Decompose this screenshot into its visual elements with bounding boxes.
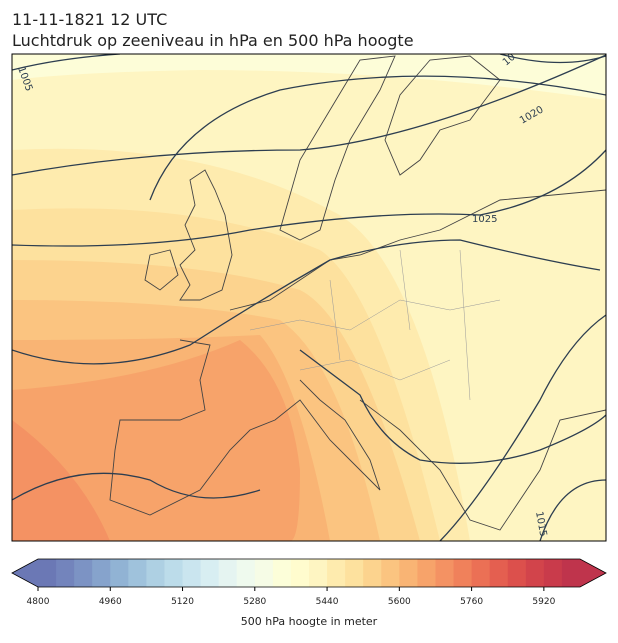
isobar-label: 1025 <box>472 214 497 225</box>
colorbar-segment <box>164 559 184 587</box>
coastline <box>109 339 381 516</box>
map <box>12 54 606 541</box>
coastline <box>359 399 606 531</box>
isobar <box>149 75 606 201</box>
colorbar-segment <box>543 559 563 587</box>
colorbar-segment <box>561 559 581 587</box>
isobar-label: 1015 <box>533 511 548 538</box>
colorbar-segment <box>327 559 346 587</box>
colorbar-tick-label: 5440 <box>316 597 339 607</box>
colorbar-segment <box>92 559 111 587</box>
isobar <box>439 314 606 541</box>
colorbar-segment <box>435 559 455 587</box>
coastline <box>279 55 396 241</box>
colorbar-tick-label: 5280 <box>243 597 266 607</box>
subtitle: Luchtdruk op zeeniveau in hPa en 500 hPa… <box>12 31 414 50</box>
colorbar-segment <box>236 559 256 587</box>
colorbar-segment <box>200 559 220 587</box>
colorbar-segment <box>525 559 545 587</box>
colorbar-segment <box>110 559 129 587</box>
colorbar-segment <box>218 559 238 587</box>
colorbar-segment <box>128 559 147 587</box>
colorbar-extend-low <box>12 559 38 587</box>
colorbar-segment <box>146 559 165 587</box>
colorbar-segment <box>489 559 509 587</box>
colorbar-label: 500 hPa hoogte in meter <box>241 615 378 628</box>
isobar <box>499 54 606 64</box>
isobar <box>12 472 261 501</box>
colorbar-segment <box>417 559 436 587</box>
title: 11-11-1821 12 UTC <box>12 10 167 29</box>
colorbar-segment <box>453 559 473 587</box>
colorbar-segment <box>345 559 364 587</box>
colorbar-segment <box>74 559 93 587</box>
colorbar-tick-label: 5120 <box>171 597 194 607</box>
colorbar-tick-label: 5600 <box>388 597 411 607</box>
colorbar-segment <box>309 559 328 587</box>
colorbar-segment <box>56 559 75 587</box>
map-frame <box>11 53 607 542</box>
colorbar-tick-label: 5760 <box>460 597 483 607</box>
band <box>12 420 110 541</box>
isobar <box>12 54 121 71</box>
isobar <box>539 479 606 541</box>
isobar <box>299 349 606 464</box>
colorbar-segment <box>38 559 57 587</box>
colorbar-segment <box>399 559 418 587</box>
colorbar-segment <box>363 559 382 587</box>
coastline <box>384 55 501 176</box>
colorbar-tick-label: 4800 <box>27 597 50 607</box>
isobar <box>12 149 606 247</box>
coastline <box>179 169 233 301</box>
colorbar-segment <box>507 559 527 587</box>
colorbar-segment <box>381 559 400 587</box>
isobar <box>12 54 606 176</box>
band <box>12 340 300 541</box>
colorbar-tick-label: 5920 <box>532 597 555 607</box>
colorbar-segment <box>290 559 310 587</box>
colorbar-segment <box>182 559 202 587</box>
colorbar: 4800 4960 5120 5280 5440 5600 5760 5920 <box>11 558 607 607</box>
colorbar-segment <box>272 559 292 587</box>
coastline <box>229 189 606 311</box>
colorbar-tick-label: 4960 <box>99 597 122 607</box>
colorbar-segment <box>471 559 491 587</box>
band <box>12 54 606 100</box>
coastline <box>144 249 179 291</box>
isobar <box>12 239 601 365</box>
border <box>249 249 501 401</box>
colorbar-extend-high <box>580 559 606 587</box>
colorbar-segment <box>254 559 274 587</box>
